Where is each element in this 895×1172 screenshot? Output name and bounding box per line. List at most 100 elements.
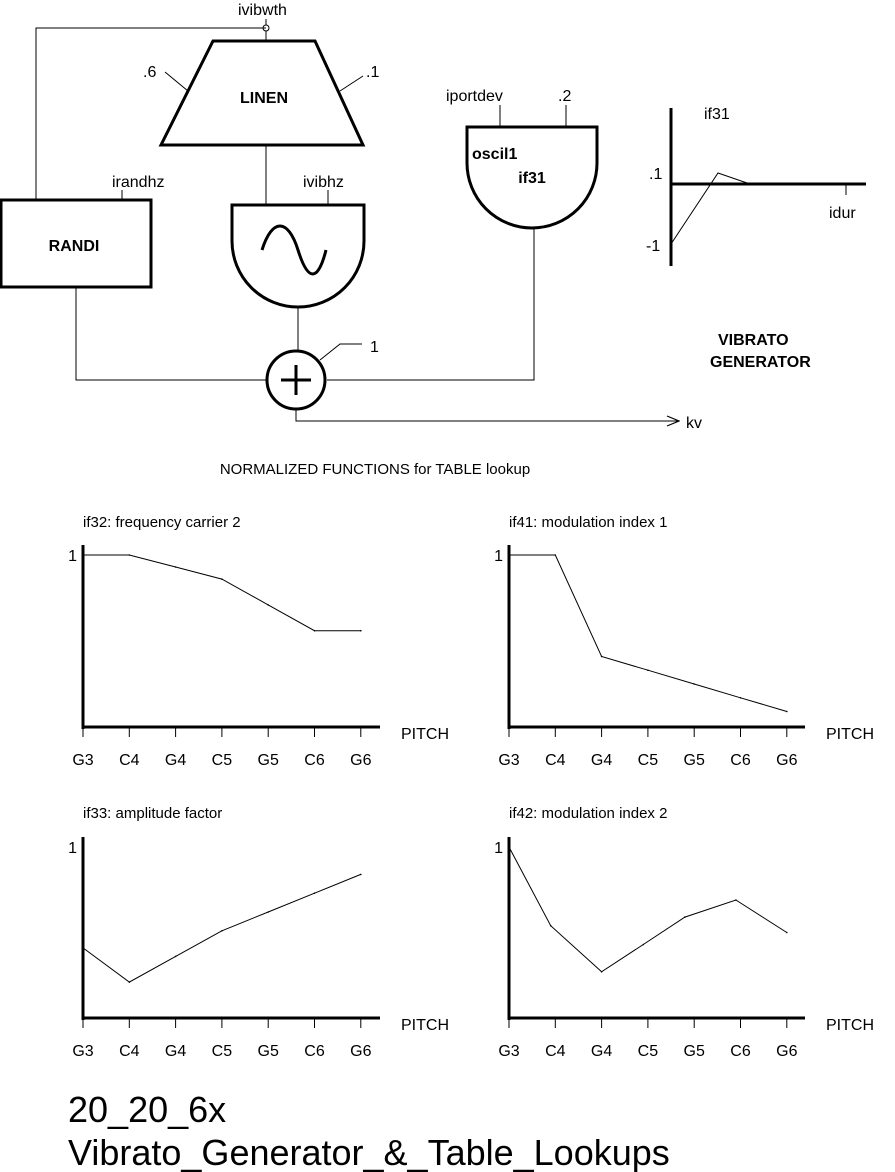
oscil1-label: oscil1 (472, 146, 517, 163)
if42-data-point (684, 916, 686, 918)
if33-data-point (174, 955, 177, 958)
if42-data-point (508, 846, 510, 848)
if33-data-point (313, 892, 316, 894)
if41-chart: if41: modulation index 1 1 PITCH G3 C4 G4 C5 G5… (494, 514, 874, 769)
if33-chart: if33: amplitude factor 1 PITCH G3 C4 G4 C5 G5 C6… (68, 805, 449, 1060)
linen-decay-label: .1 (366, 64, 379, 81)
figure-title: Vibrato_Generator_&_Table_Lookups (68, 1132, 670, 1172)
vibrato-title-line1: VIBRATO (718, 332, 789, 349)
if32-chart: if32: frequency carrier 2 1 PITCH G3 C4 G4 C5 G… (68, 514, 449, 769)
if42-x-tick-label: G4 (591, 1043, 612, 1060)
if31-graph: if31 .1 -1 idur (646, 106, 866, 266)
if41-data-point (647, 669, 649, 671)
if32-x-tick-label: G4 (165, 752, 186, 769)
if42-x-tick-label: C5 (638, 1043, 659, 1060)
if41-x-tick-label: C6 (730, 752, 751, 769)
if33-chart-title: if33: amplitude factor (83, 805, 222, 822)
if32-x-axis-label: PITCH (401, 726, 449, 743)
if41-x-tick-label: G3 (498, 752, 519, 769)
if42-chart-title: if42: modulation index 2 (509, 805, 667, 822)
if32-x-tick-label: G5 (258, 752, 279, 769)
adder-input-label: 1 (370, 339, 379, 356)
if42-data-point (642, 943, 645, 946)
if42-x-tick-label: C4 (545, 1043, 566, 1060)
if31-graph-title: if31 (704, 106, 730, 123)
if42-x-axis-label: PITCH (826, 1017, 874, 1034)
randi-to-adder-line (75, 287, 266, 381)
if42-y-tick-label: 1 (494, 840, 503, 857)
if42-x-tick-label: G3 (498, 1043, 519, 1060)
oscil-freq-label: ivibhz (303, 174, 344, 191)
if33-x-tick-label: C5 (212, 1043, 233, 1060)
section-heading: NORMALIZED FUNCTIONS for TABLE lookup (220, 461, 530, 478)
if32-data-point (360, 629, 362, 632)
if41-y-tick-label: 1 (494, 548, 503, 565)
linen-decay-leader (339, 75, 364, 92)
if41-x-tick-label: G6 (776, 752, 797, 769)
if41-data-point (693, 683, 695, 685)
if32-series-line (83, 554, 361, 632)
if32-data-point (313, 629, 316, 632)
if33-x-tick-label: G5 (258, 1043, 279, 1060)
if42-series-line (508, 846, 788, 973)
if31-curve (670, 172, 751, 245)
vibrato-title-line2: GENERATOR (710, 354, 811, 371)
if32-x-tick-label: C4 (119, 752, 140, 769)
if42-data-point (786, 931, 788, 934)
oscil1-to-adder-line (327, 228, 535, 381)
if31-idur-label: idur (829, 205, 856, 222)
if41-x-tick-label: C5 (638, 752, 659, 769)
if33-series-line (82, 873, 361, 983)
if33-x-tick-label: C4 (119, 1043, 140, 1060)
if33-x-tick-label: G4 (165, 1043, 186, 1060)
if32-data-point (174, 566, 177, 568)
vibrato-generator-diagram: ivibwth LINEN .6 .1 RANDI irandhz ivibhz… (0, 2, 866, 432)
randi-freq-label: irandhz (112, 174, 164, 191)
oscil-block (230, 203, 366, 309)
if41-data-point (739, 697, 742, 699)
if33-data-point (360, 873, 362, 876)
randi-label: RANDI (49, 238, 100, 255)
if41-data-point (554, 554, 557, 556)
if33-data-point (221, 930, 223, 932)
if41-data-point (600, 655, 603, 658)
normalized-function-charts: if32: frequency carrier 2 1 PITCH G3 C4 G4 C5 G… (68, 514, 874, 1060)
linen-rise-leader (164, 71, 189, 92)
if32-y-tick-label: 1 (68, 548, 77, 565)
oscil1-amp-label: iportdev (446, 88, 503, 105)
adder-input-leader (319, 343, 362, 361)
linen-amp-input-label: ivibwth (238, 2, 287, 19)
if33-x-tick-label: G3 (72, 1043, 93, 1060)
if32-chart-title: if32: frequency carrier 2 (83, 514, 241, 531)
if33-data-point (128, 981, 131, 983)
if32-data-point (128, 554, 131, 556)
if33-data-point (267, 911, 270, 913)
if33-x-tick-label: G6 (350, 1043, 371, 1060)
sine-wave-icon (260, 224, 328, 276)
if42-x-tick-label: G6 (776, 1043, 797, 1060)
oscil1-table-label: if31 (518, 170, 546, 187)
linen-label: LINEN (240, 90, 288, 107)
oscil1-block (465, 125, 599, 230)
if33-data-point (82, 947, 84, 949)
if41-data-point (786, 710, 788, 713)
if31-bottom-tick-label: -1 (646, 238, 660, 255)
if32-data-point (221, 578, 223, 580)
if42-data-point (600, 971, 603, 973)
if42-data-point (549, 924, 552, 927)
if31-top-tick-label: .1 (649, 166, 662, 183)
oscil1-freq-label: .2 (558, 88, 571, 105)
if32-x-tick-label: G6 (350, 752, 371, 769)
ivibwth-to-randi-line (35, 27, 266, 200)
if42-x-tick-label: G5 (684, 1043, 705, 1060)
if41-chart-title: if41: modulation index 1 (509, 514, 667, 531)
if41-x-axis-label: PITCH (826, 726, 874, 743)
if32-data-point (267, 604, 270, 606)
if32-x-tick-label: C6 (304, 752, 325, 769)
if32-x-tick-label: C5 (212, 752, 233, 769)
if41-x-tick-label: G5 (684, 752, 705, 769)
if41-x-tick-label: C4 (545, 752, 566, 769)
if33-y-tick-label: 1 (68, 840, 77, 857)
if33-x-axis-label: PITCH (401, 1017, 449, 1034)
